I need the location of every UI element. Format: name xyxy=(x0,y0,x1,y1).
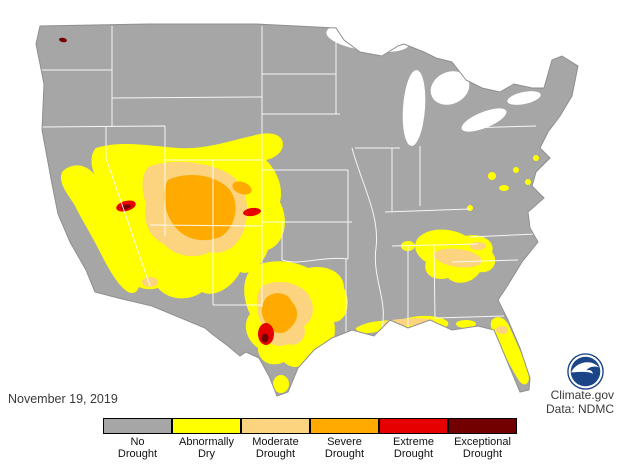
legend-swatch xyxy=(447,418,517,434)
legend-item-extreme-drought: Extreme Drought xyxy=(378,418,448,460)
legend-label: No xyxy=(130,436,145,448)
data-source-credit: Data: NDMC xyxy=(545,402,614,416)
legend-label: Moderate xyxy=(252,436,299,448)
legend-swatch xyxy=(309,418,379,434)
legend-label: Extreme xyxy=(393,436,434,448)
noaa-logo-icon xyxy=(567,353,604,390)
legend-item-severe-drought: Severe Drought xyxy=(309,418,379,460)
legend-label: Abnormally xyxy=(178,436,235,448)
drought-layer-severe xyxy=(163,175,298,334)
drought-legend: No Drought Abnormally Dry Moderate Drought … xyxy=(103,418,517,460)
legend-item-abnormally-dry: Abnormally Dry xyxy=(171,418,241,460)
legend-item-moderate-drought: Moderate Drought xyxy=(240,418,310,460)
legend-swatch xyxy=(240,418,310,434)
legend-label: Exceptional xyxy=(454,436,511,448)
us-outline xyxy=(35,23,579,397)
legend-item-exceptional-drought: Exceptional Drought xyxy=(447,418,517,460)
us-map-svg xyxy=(35,23,579,397)
legend-item-no-drought: No Drought xyxy=(103,418,172,460)
legend-swatch xyxy=(171,418,241,434)
great-lakes xyxy=(326,24,541,146)
state-borders xyxy=(38,26,537,332)
legend-swatch xyxy=(378,418,448,434)
legend-label: Severe xyxy=(327,436,362,448)
credits: Climate.gov Data: NDMC xyxy=(546,388,614,416)
map-date-label: November 19, 2019 xyxy=(8,392,118,406)
legend-swatch xyxy=(103,418,172,434)
climate-gov-credit: Climate.gov xyxy=(550,388,614,402)
us-drought-map xyxy=(35,23,579,397)
